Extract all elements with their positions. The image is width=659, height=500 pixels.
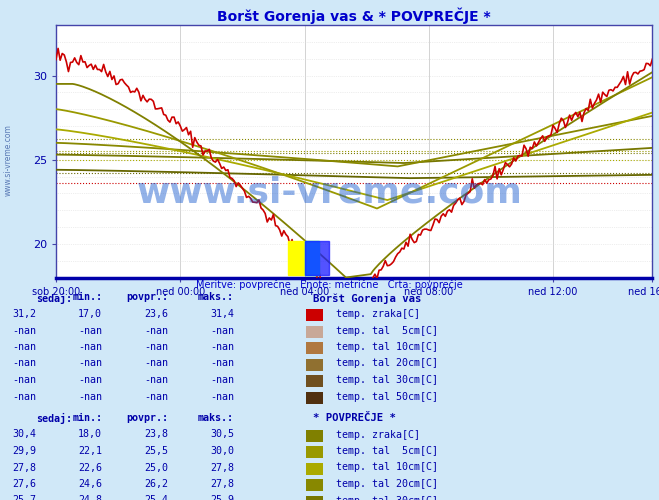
Text: 29,9: 29,9 (13, 446, 36, 456)
Text: -nan: -nan (78, 358, 102, 368)
Text: 25,0: 25,0 (144, 462, 168, 472)
Text: sedaj:: sedaj: (36, 292, 72, 304)
Text: 27,6: 27,6 (13, 479, 36, 489)
Text: -nan: -nan (144, 342, 168, 352)
Text: -nan: -nan (210, 326, 234, 336)
Text: maks.:: maks.: (198, 413, 234, 423)
Text: 25,7: 25,7 (13, 496, 36, 500)
Text: 25,5: 25,5 (144, 446, 168, 456)
Bar (304, 242, 330, 275)
Text: Boršt Gorenja vas: Boršt Gorenja vas (313, 292, 421, 304)
Text: 22,6: 22,6 (78, 462, 102, 472)
Text: 22,1: 22,1 (78, 446, 102, 456)
Text: temp. tal 20cm[C]: temp. tal 20cm[C] (336, 479, 438, 489)
Text: -nan: -nan (78, 392, 102, 402)
Text: 17,0: 17,0 (78, 309, 102, 319)
Text: -nan: -nan (13, 326, 36, 336)
Text: -nan: -nan (78, 375, 102, 385)
Text: 26,2: 26,2 (144, 479, 168, 489)
Text: 27,8: 27,8 (13, 462, 36, 472)
Text: -nan: -nan (13, 358, 36, 368)
Text: -nan: -nan (210, 375, 234, 385)
Bar (288, 242, 319, 275)
Text: 23,8: 23,8 (144, 430, 168, 440)
Text: 27,8: 27,8 (210, 479, 234, 489)
Text: * POVPREČJE *: * POVPREČJE * (313, 413, 396, 423)
Text: temp. tal 50cm[C]: temp. tal 50cm[C] (336, 392, 438, 402)
Text: 30,5: 30,5 (210, 430, 234, 440)
Text: -nan: -nan (210, 392, 234, 402)
Title: Boršt Gorenja vas & * POVPREČJE *: Boršt Gorenja vas & * POVPREČJE * (217, 8, 491, 24)
Text: -nan: -nan (13, 342, 36, 352)
Text: min.:: min.: (72, 413, 102, 423)
Text: -nan: -nan (78, 326, 102, 336)
Text: www.si-vreme.com: www.si-vreme.com (136, 176, 523, 210)
Text: temp. zraka[C]: temp. zraka[C] (336, 430, 420, 440)
Text: temp. tal 20cm[C]: temp. tal 20cm[C] (336, 358, 438, 368)
Text: temp. tal 30cm[C]: temp. tal 30cm[C] (336, 375, 438, 385)
Text: 23,6: 23,6 (144, 309, 168, 319)
Text: temp. tal 30cm[C]: temp. tal 30cm[C] (336, 496, 438, 500)
Text: temp. tal 10cm[C]: temp. tal 10cm[C] (336, 342, 438, 352)
Text: povpr.:: povpr.: (126, 413, 168, 423)
Text: 24,6: 24,6 (78, 479, 102, 489)
Text: 30,0: 30,0 (210, 446, 234, 456)
Text: temp. tal  5cm[C]: temp. tal 5cm[C] (336, 326, 438, 336)
Text: 27,8: 27,8 (210, 462, 234, 472)
Bar (304, 242, 319, 275)
Text: -nan: -nan (144, 375, 168, 385)
Text: 25,9: 25,9 (210, 496, 234, 500)
Text: -nan: -nan (144, 392, 168, 402)
Text: sedaj:: sedaj: (36, 413, 72, 424)
Text: -nan: -nan (13, 375, 36, 385)
Text: 30,4: 30,4 (13, 430, 36, 440)
Text: maks.:: maks.: (198, 292, 234, 302)
Text: www.si-vreme.com: www.si-vreme.com (3, 124, 13, 196)
Text: temp. tal  5cm[C]: temp. tal 5cm[C] (336, 446, 438, 456)
Text: temp. tal 10cm[C]: temp. tal 10cm[C] (336, 462, 438, 472)
Text: 25,4: 25,4 (144, 496, 168, 500)
Text: -nan: -nan (210, 342, 234, 352)
Text: -nan: -nan (13, 392, 36, 402)
Text: -nan: -nan (78, 342, 102, 352)
Text: 18,0: 18,0 (78, 430, 102, 440)
Text: 31,4: 31,4 (210, 309, 234, 319)
Text: -nan: -nan (144, 358, 168, 368)
Text: povpr.:: povpr.: (126, 292, 168, 302)
Text: 24,8: 24,8 (78, 496, 102, 500)
Text: temp. zraka[C]: temp. zraka[C] (336, 309, 420, 319)
Text: min.:: min.: (72, 292, 102, 302)
Text: -nan: -nan (144, 326, 168, 336)
Text: Meritve: povprečne   Enote: metrične   Črta: povprečje: Meritve: povprečne Enote: metrične Črta:… (196, 278, 463, 290)
Text: 31,2: 31,2 (13, 309, 36, 319)
Text: -nan: -nan (210, 358, 234, 368)
